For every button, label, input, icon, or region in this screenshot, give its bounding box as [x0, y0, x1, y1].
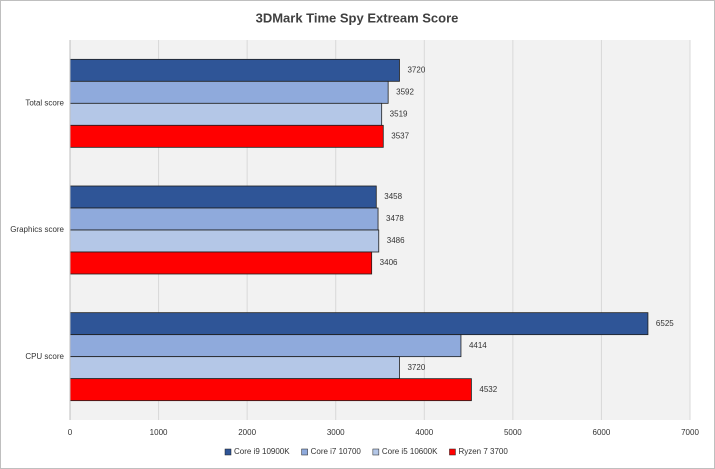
data-label: 4414 [469, 341, 487, 350]
bar [69, 229, 380, 253]
data-label: 6525 [656, 319, 674, 328]
bar [69, 207, 379, 231]
x-tick-label: 4000 [415, 428, 433, 437]
data-label: 3720 [407, 363, 425, 372]
legend-swatch [449, 448, 456, 456]
legend-label: Ryzen 7 3700 [458, 447, 508, 456]
bar [69, 356, 400, 380]
data-label: 3519 [390, 109, 408, 118]
x-tick-label: 7000 [681, 428, 699, 437]
legend-swatch [372, 448, 380, 456]
data-label: 3486 [387, 236, 405, 245]
legend-swatch [224, 448, 232, 456]
data-label: 4532 [479, 385, 497, 394]
y-tick-label: Total score [25, 98, 64, 107]
bar [69, 251, 373, 275]
bar [69, 185, 377, 209]
data-label: 3406 [380, 258, 398, 267]
bar [69, 378, 472, 402]
legend-label: Core i9 10900K [234, 447, 290, 456]
bar [69, 334, 462, 358]
bar [69, 124, 384, 148]
x-tick-label: 2000 [238, 428, 256, 437]
legend-swatch [301, 448, 308, 456]
bar [69, 80, 389, 104]
data-label: 3458 [384, 192, 402, 201]
chart-title: 3DMark Time Spy Extream Score [256, 10, 459, 25]
data-label: 3537 [391, 131, 409, 140]
legend-label: Core i5 10600K [382, 447, 438, 456]
data-label: 3720 [407, 65, 425, 74]
x-tick-label: 5000 [504, 428, 522, 437]
bar [69, 312, 649, 336]
y-tick-label: Graphics score [10, 225, 64, 234]
x-tick-label: 1000 [150, 428, 168, 437]
data-label: 3478 [386, 214, 404, 223]
legend-label: Core i7 10700 [311, 447, 362, 456]
data-label: 3592 [396, 87, 414, 96]
y-tick-label: CPU score [25, 352, 64, 361]
bar [69, 102, 383, 126]
x-tick-label: 3000 [327, 428, 345, 437]
x-tick-label: 6000 [593, 428, 611, 437]
bar [69, 58, 400, 82]
x-tick-label: 0 [68, 428, 73, 437]
